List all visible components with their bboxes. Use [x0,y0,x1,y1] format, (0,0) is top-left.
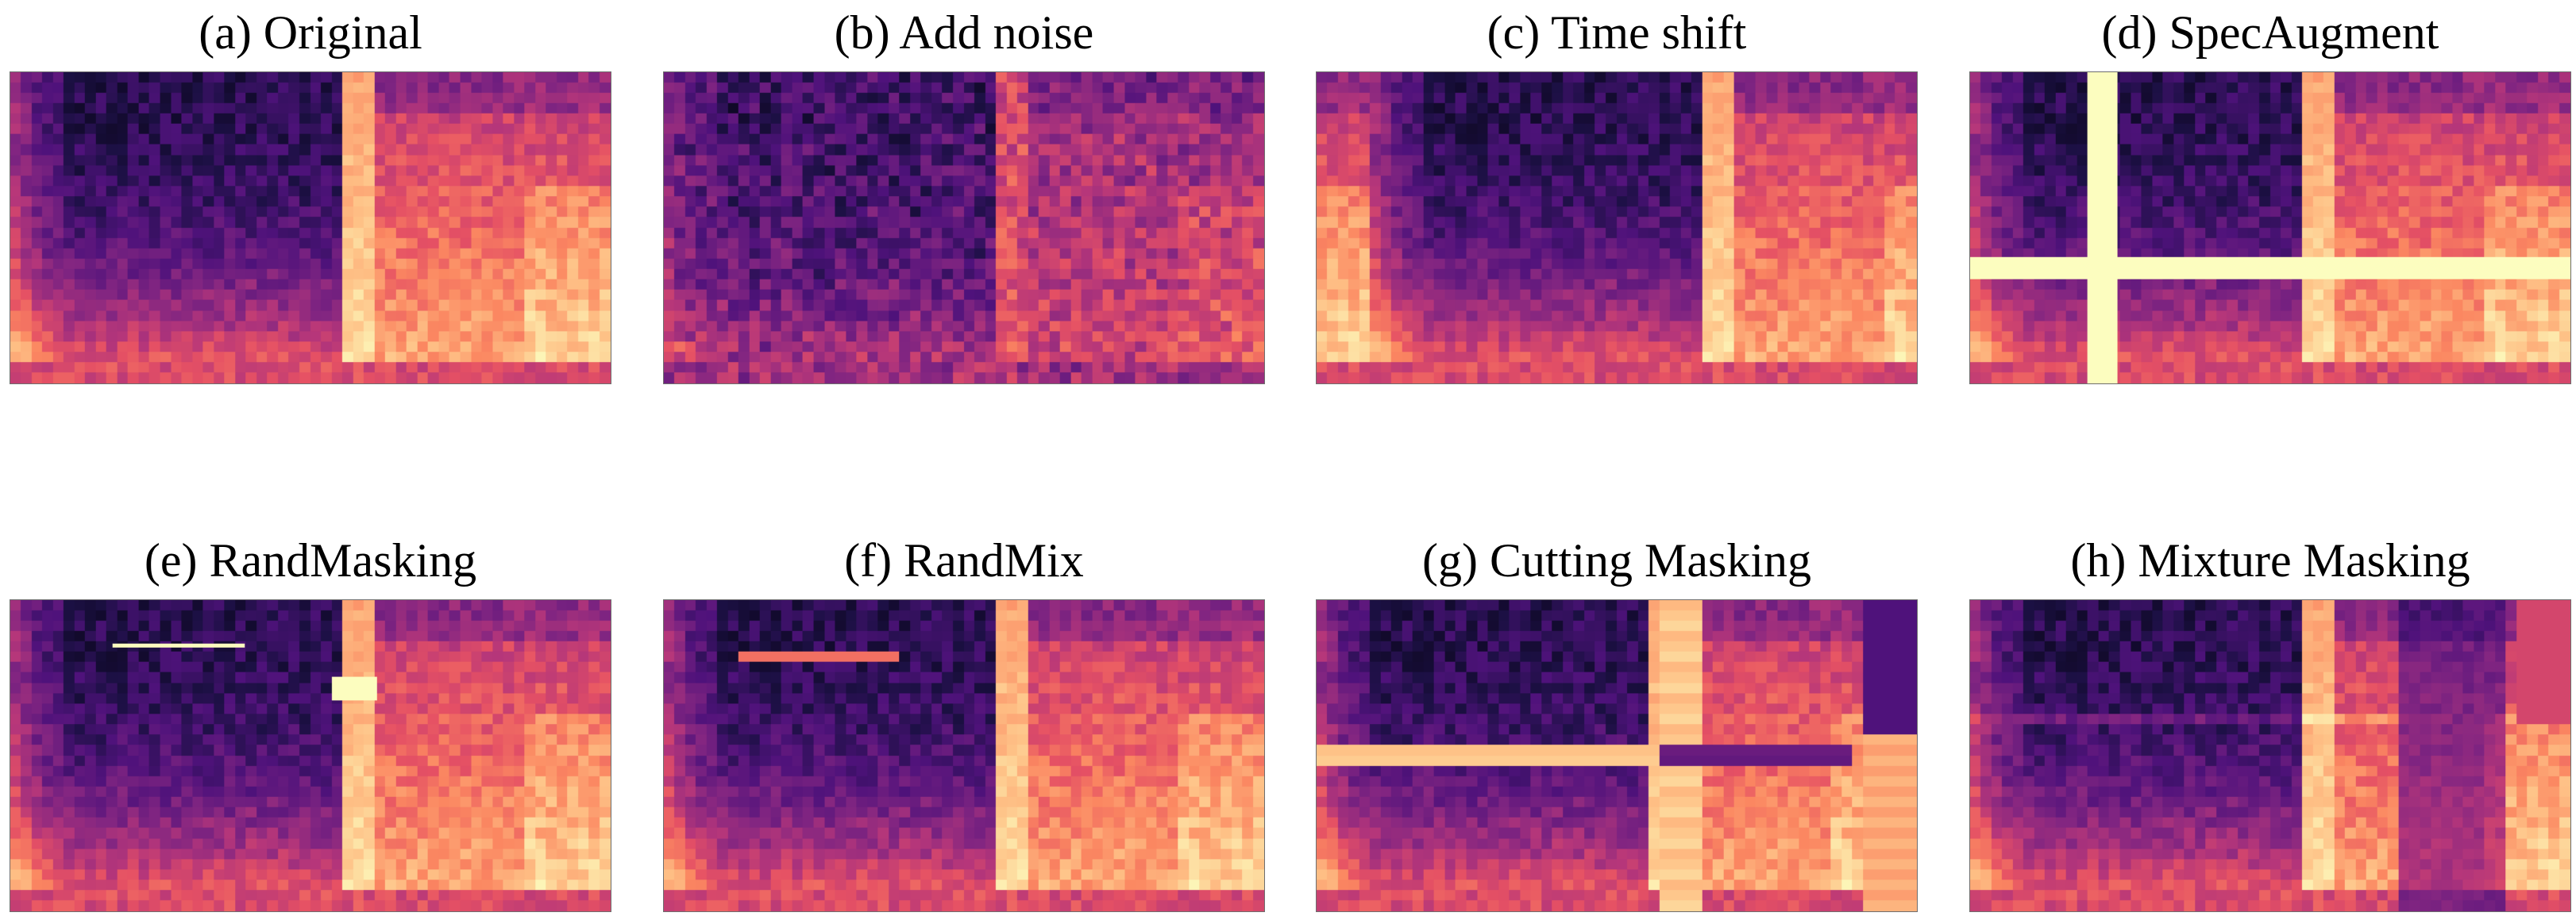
panel-cutting-masking: (g) Cutting Masking [1316,528,1918,912]
spectrogram-randmasking [10,599,611,912]
panel-specaugment: (d) SpecAugment [1969,0,2571,384]
spectrogram-time-shift [1316,71,1918,384]
panel-caption: (b) Add noise [834,6,1094,59]
spectrogram-add-noise [663,71,1265,384]
panel-randmix: (f) RandMix [663,528,1265,912]
panel-mixture-masking: (h) Mixture Masking [1969,528,2571,912]
panel-caption: (d) SpecAugment [2101,6,2439,59]
spectrogram-original [10,71,611,384]
spectrogram-specaugment [1969,71,2571,384]
panel-caption: (g) Cutting Masking [1422,534,1811,587]
spectrogram-randmix [663,599,1265,912]
panel-caption: (f) RandMix [844,534,1084,587]
panel-add-noise: (b) Add noise [663,0,1265,384]
panel-caption: (e) RandMasking [144,534,477,587]
spectrogram-mixture-masking [1969,599,2571,912]
panel-time-shift: (c) Time shift [1316,0,1918,384]
panel-caption: (a) Original [199,6,422,59]
panel-caption: (c) Time shift [1487,6,1747,59]
spectrogram-cutting-masking [1316,599,1918,912]
panel-randmasking: (e) RandMasking [10,528,611,912]
panel-original: (a) Original [10,0,611,384]
panel-caption: (h) Mixture Masking [2070,534,2470,587]
